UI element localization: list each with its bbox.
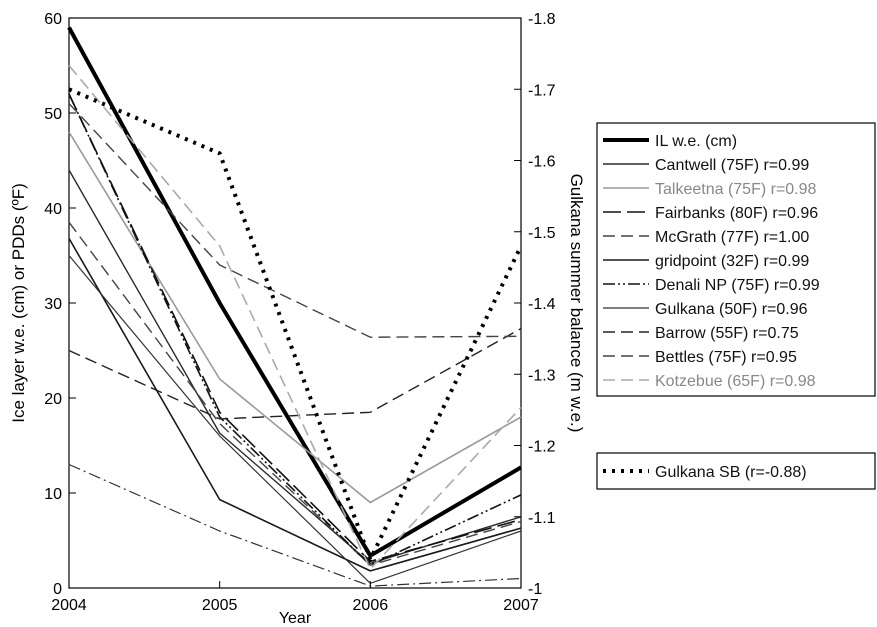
legend-label-1: Cantwell (75F) r=0.99 xyxy=(655,157,809,174)
series-line-10 xyxy=(68,64,522,570)
x-axis-label: Year xyxy=(279,610,312,627)
series-line-6 xyxy=(68,93,522,566)
series-line-9 xyxy=(68,103,522,338)
legend-label-2: Talkeetna (75F) r=0.98 xyxy=(655,181,817,198)
series-line-8 xyxy=(68,327,522,420)
legend-box-secondary xyxy=(596,452,876,490)
series-line-2 xyxy=(68,131,522,504)
legend-label-4: McGrath (77F) r=1.00 xyxy=(655,229,809,246)
y2-tick-label: -1.2 xyxy=(528,439,556,456)
y2-tick-label: -1.6 xyxy=(528,154,556,171)
y2-tick-label: -1 xyxy=(528,581,542,598)
legend-label-8: Barrow (55F) r=0.75 xyxy=(655,325,799,342)
y-tick-label: 40 xyxy=(44,201,62,218)
x-tick-label: 2004 xyxy=(51,597,87,614)
legend-label-7: Gulkana (50F) r=0.96 xyxy=(655,301,808,318)
series-line-12 xyxy=(68,87,523,562)
y-tick-label: 10 xyxy=(44,486,62,503)
y2-tick-label: -1.1 xyxy=(528,510,556,527)
legend-label-5: gridpoint (32F) r=0.99 xyxy=(655,253,809,270)
series-line-5 xyxy=(68,238,522,572)
legend-label-3: Fairbanks (80F) r=0.96 xyxy=(655,205,818,222)
y-tick-label: 60 xyxy=(44,11,62,28)
series-line-3 xyxy=(68,93,522,563)
x-tick-label: 2006 xyxy=(353,597,389,614)
y2-axis-label: Gulkana summer balance (m w.e.) xyxy=(567,174,586,433)
series-line-7 xyxy=(68,255,522,584)
legend-label-9: Bettles (75F) r=0.95 xyxy=(655,349,797,366)
y-tick-label: 30 xyxy=(44,296,62,313)
legend-label-0: IL w.e. (cm) xyxy=(655,133,737,150)
series-line-11 xyxy=(68,463,522,587)
y2-tick-label: -1.3 xyxy=(528,367,556,384)
series-line-1 xyxy=(68,169,522,564)
series-line-0 xyxy=(67,26,523,558)
y-tick-label: 50 xyxy=(44,106,62,123)
series-line-4 xyxy=(68,221,522,566)
y2-tick-label: -1.4 xyxy=(528,296,556,313)
y2-tick-label: -1.8 xyxy=(528,11,556,28)
y2-tick-label: -1.7 xyxy=(528,82,556,99)
y-tick-label: 0 xyxy=(53,581,62,598)
y-tick-label: 20 xyxy=(44,391,62,408)
legend-label-11: Gulkana SB (r=-0.88) xyxy=(655,464,807,481)
y2-tick-label: -1.5 xyxy=(528,225,556,242)
x-tick-label: 2007 xyxy=(503,597,539,614)
legend-label-6: Denali NP (75F) r=0.99 xyxy=(655,277,820,294)
legend-label-10: Kotzebue (65F) r=0.98 xyxy=(655,373,816,390)
y-axis-label: Ice layer w.e. (cm) or PDDs (ºF) xyxy=(9,183,28,423)
x-tick-label: 2005 xyxy=(202,597,238,614)
plot-area-frame xyxy=(68,17,522,589)
